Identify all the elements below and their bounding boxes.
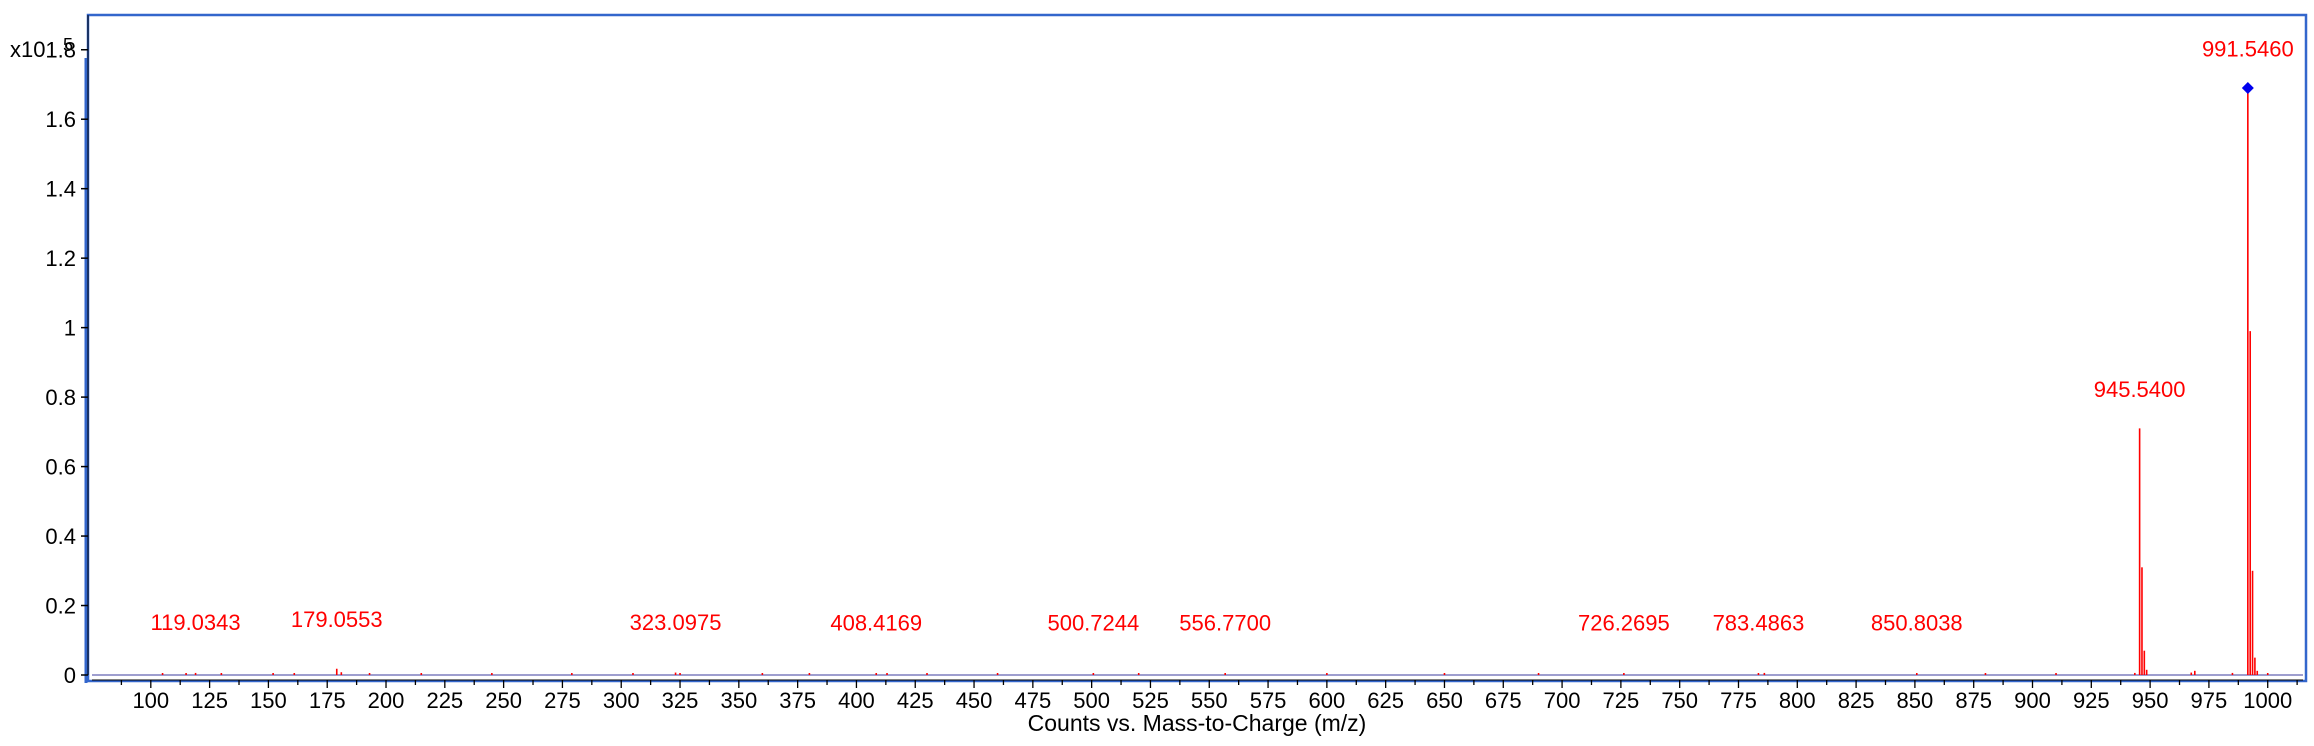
peak-label: 408.4169 [830, 611, 922, 636]
x-tick-label: 400 [838, 688, 875, 713]
x-tick-label: 625 [1367, 688, 1404, 713]
peak-label: 556.7700 [1179, 611, 1271, 636]
peak-label: 323.0975 [630, 610, 722, 635]
x-axis-title: Counts vs. Mass-to-Charge (m/z) [1028, 710, 1367, 736]
x-tick-label: 125 [191, 688, 228, 713]
peak-label: 179.0553 [291, 607, 383, 632]
y-axis: 0 0.2 0.4 0.6 0.8 1 1.2 1.4 1.6 1.8 [45, 15, 89, 688]
y-tick-label: 0.2 [45, 594, 76, 619]
x-tick-label: 825 [1838, 688, 1875, 713]
x-tick-label: 250 [485, 688, 522, 713]
peak-label: 726.2695 [1578, 611, 1670, 636]
x-tick-label: 800 [1779, 688, 1816, 713]
x-tick-label: 675 [1485, 688, 1522, 713]
precursor-marker [2241, 81, 2254, 94]
peak-label: 945.5400 [2094, 377, 2186, 402]
x-tick-label: 600 [1309, 688, 1346, 713]
x-tick-label: 425 [897, 688, 934, 713]
x-tick-label: 875 [1955, 688, 1992, 713]
x-tick-label: 275 [544, 688, 581, 713]
x-tick-label: 100 [132, 688, 169, 713]
x-tick-label: 175 [309, 688, 346, 713]
x-tick-label: 500 [1073, 688, 1110, 713]
x-tick-label: 950 [2132, 688, 2169, 713]
y-tick-label: 0.8 [45, 385, 76, 410]
y-tick-label: 1.2 [45, 246, 76, 271]
x-tick-label: 700 [1544, 688, 1581, 713]
x-tick-label: 475 [1014, 688, 1051, 713]
y-tick-label: 0.4 [45, 524, 76, 549]
peak-label: 119.0343 [151, 610, 241, 635]
y-tick-label: 1.8 [45, 38, 76, 63]
plot-frame [86, 13, 2308, 683]
x-tick-label: 925 [2073, 688, 2110, 713]
x-tick-label: 550 [1191, 688, 1228, 713]
x-tick-label: 225 [426, 688, 463, 713]
x-tick-label: 1000 [2243, 688, 2292, 713]
precursor-diamond-marker [2241, 81, 2254, 94]
x-tick-label: 150 [250, 688, 287, 713]
peak-label: 850.8038 [1871, 611, 1963, 636]
peak-label: 991.5460 [2202, 37, 2294, 62]
x-tick-label: 375 [779, 688, 816, 713]
y-axis-multiplier-exponent: 5 [63, 35, 73, 55]
y-tick-label: 0 [64, 663, 76, 688]
peak-label: 783.4863 [1713, 611, 1805, 636]
spectrum-peaks [161, 87, 2269, 675]
x-tick-label: 200 [368, 688, 405, 713]
y-tick-label: 1.6 [45, 107, 76, 132]
peak-label: 500.7244 [1047, 611, 1139, 636]
y-tick-label: 1.4 [45, 177, 76, 202]
y-tick-label: 1 [64, 316, 76, 341]
x-axis: 100 125 150 175 200 225 250 275 300 325 350 375 400 4… [92, 679, 2303, 713]
x-tick-label: 650 [1426, 688, 1463, 713]
x-tick-label: 350 [720, 688, 757, 713]
x-tick-label: 525 [1132, 688, 1169, 713]
x-tick-label: 325 [662, 688, 699, 713]
x-tick-label: 450 [956, 688, 993, 713]
x-tick-label: 300 [603, 688, 640, 713]
x-tick-label: 775 [1720, 688, 1757, 713]
y-tick-label: 0.6 [45, 455, 76, 480]
x-tick-label: 975 [2191, 688, 2228, 713]
x-tick-label: 750 [1661, 688, 1698, 713]
x-tick-label: 575 [1250, 688, 1287, 713]
x-tick-label: 900 [2014, 688, 2051, 713]
y-axis-multiplier-label: x10 [10, 37, 45, 62]
x-tick-label: 850 [1897, 688, 1934, 713]
x-tick-label: 725 [1603, 688, 1640, 713]
peak-labels: 119.0343 179.0553 323.0975 408.4169 500.7244… [151, 37, 2294, 636]
